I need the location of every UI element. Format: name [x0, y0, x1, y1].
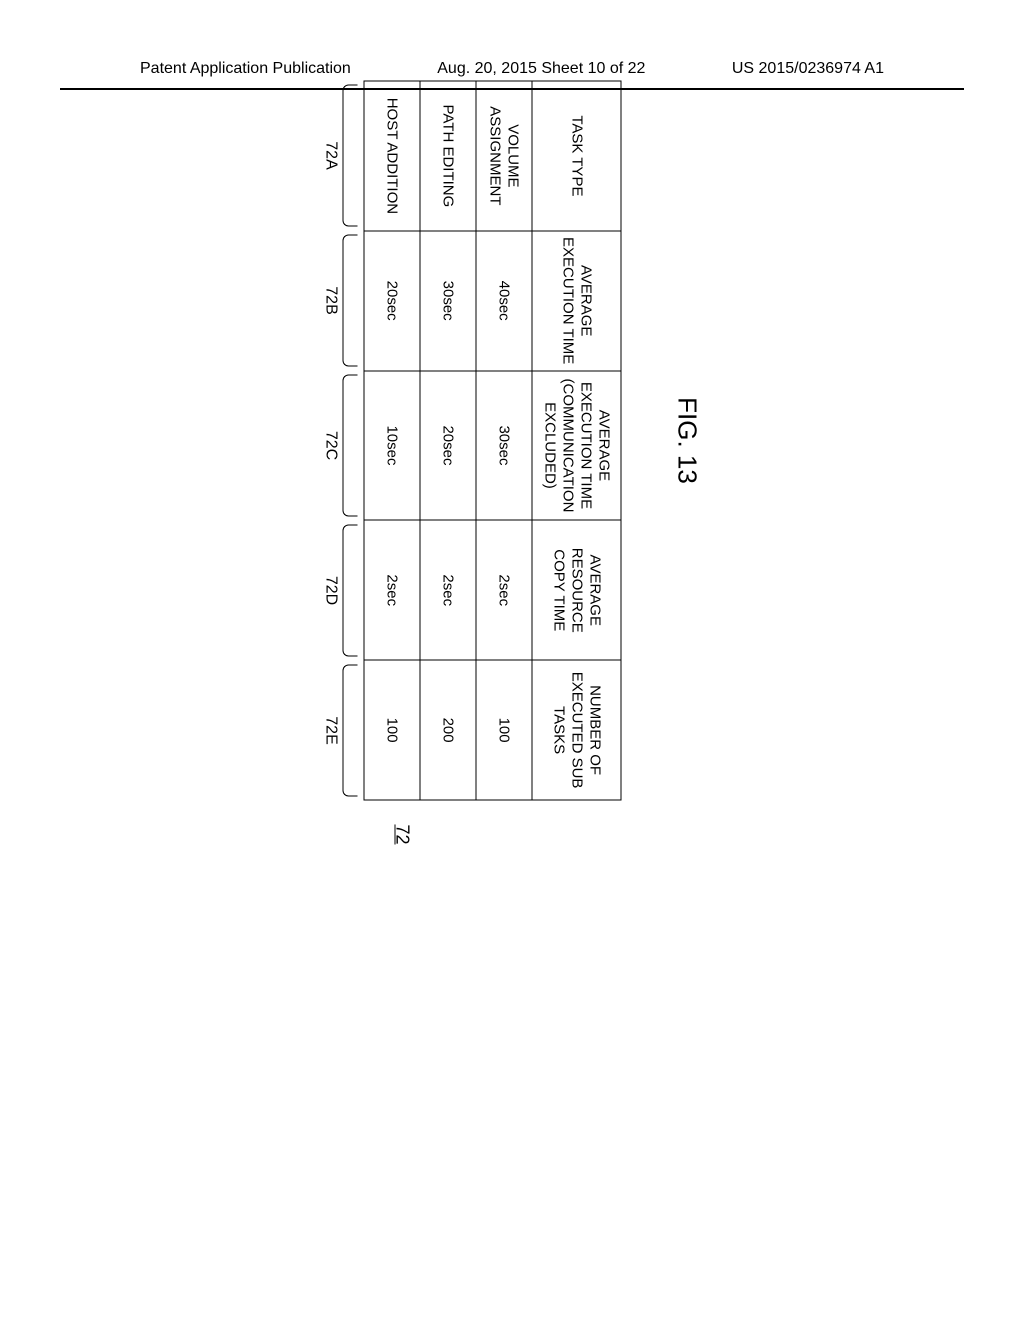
header-right: US 2015/0236974 A1	[732, 60, 884, 78]
table-row: HOST ADDITION20sec10sec2sec100	[364, 81, 420, 800]
table-header-row: TASK TYPEAVERAGE EXECUTION TIMEAVERAGE E…	[532, 81, 621, 800]
table-cell: 100	[476, 660, 532, 800]
table-cell: 2sec	[476, 520, 532, 660]
table-row: PATH EDITING30sec20sec2sec200	[420, 81, 476, 800]
task-table: TASK TYPEAVERAGE EXECUTION TIMEAVERAGE E…	[364, 81, 622, 801]
header-left: Patent Application Publication	[140, 60, 351, 78]
table-cell: 100	[364, 660, 420, 800]
column-ref-label: 72C	[322, 371, 358, 521]
table-cell: 30sec	[420, 231, 476, 371]
table-cell: PATH EDITING	[420, 81, 476, 231]
table-cell: 30sec	[476, 371, 532, 521]
column-ref-label: 72B	[322, 231, 358, 371]
table-ref-number: 72	[392, 824, 413, 844]
column-header: TASK TYPE	[532, 81, 621, 231]
column-header: NUMBER OF EXECUTED SUB TASKS	[532, 660, 621, 800]
table-wrapper: TASK TYPEAVERAGE EXECUTION TIMEAVERAGE E…	[322, 81, 622, 801]
table-cell: HOST ADDITION	[364, 81, 420, 231]
column-header: AVERAGE RESOURCE COPY TIME	[532, 520, 621, 660]
column-ref-label: 72D	[322, 521, 358, 661]
figure-container: FIG. 13 TASK TYPEAVERAGE EXECUTION TIMEA…	[322, 81, 703, 801]
header-center: Aug. 20, 2015 Sheet 10 of 22	[437, 60, 645, 78]
page-header: Patent Application Publication Aug. 20, …	[60, 0, 964, 90]
table-cell: 200	[420, 660, 476, 800]
table-cell: VOLUME ASSIGNMENT	[476, 81, 532, 231]
column-header: AVERAGE EXECUTION TIME	[532, 231, 621, 371]
column-header: AVERAGE EXECUTION TIME (COMMUNICATION EX…	[532, 371, 621, 521]
column-ref-label: 72E	[322, 661, 358, 801]
column-ref-labels: 72A72B72C72D72E	[322, 81, 358, 801]
table-cell: 40sec	[476, 231, 532, 371]
table-row: VOLUME ASSIGNMENT40sec30sec2sec100	[476, 81, 532, 800]
table-cell: 2sec	[420, 520, 476, 660]
column-ref-label: 72A	[322, 81, 358, 231]
figure-title: FIG. 13	[672, 81, 703, 801]
table-cell: 10sec	[364, 371, 420, 521]
table-cell: 20sec	[364, 231, 420, 371]
table-cell: 20sec	[420, 371, 476, 521]
table-cell: 2sec	[364, 520, 420, 660]
